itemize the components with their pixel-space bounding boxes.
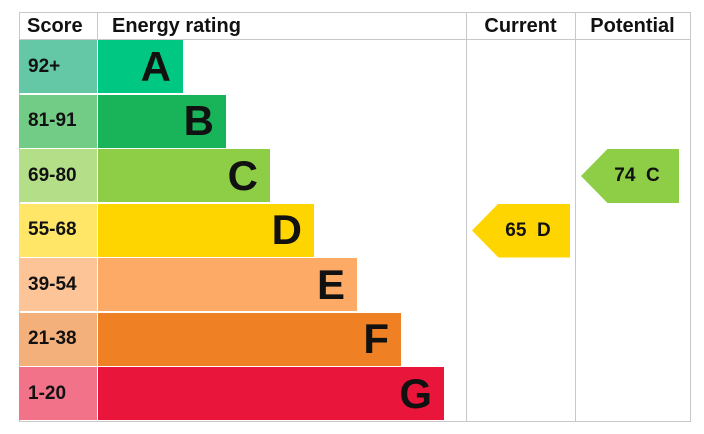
band-bar-e: E — [98, 258, 357, 311]
energy-rating-header: Energy rating — [112, 15, 241, 37]
score-range-d: 55-68 — [19, 203, 97, 257]
band-bar-b: B — [98, 94, 226, 148]
table-top-border — [19, 12, 690, 13]
band-bar-d: D — [98, 203, 314, 257]
score-range-g: 1-20 — [19, 367, 97, 420]
current-rating-arrow: 65 D — [472, 203, 570, 258]
column-divider — [97, 12, 98, 40]
band-bar-c: C — [98, 149, 270, 202]
score-header: Score — [27, 15, 83, 37]
header-divider — [19, 39, 690, 40]
band-bar-g: G — [98, 367, 444, 420]
potential-rating-arrow: 74 C — [581, 149, 679, 203]
column-divider — [690, 12, 691, 422]
score-range-e: 39-54 — [19, 258, 97, 311]
table-bottom-border — [19, 421, 690, 422]
score-range-b: 81-91 — [19, 94, 97, 148]
potential-header: Potential — [590, 15, 675, 37]
score-range-a: 92+ — [19, 40, 97, 93]
score-range-c: 69-80 — [19, 149, 97, 202]
band-bar-f: F — [98, 312, 401, 366]
current-header: Current — [484, 15, 557, 37]
potential-rating-label: 74 C — [614, 165, 660, 186]
band-bar-a: A — [98, 40, 183, 93]
column-divider — [575, 12, 576, 422]
current-rating-label: 65 D — [505, 219, 551, 241]
column-divider — [466, 12, 467, 422]
score-range-f: 21-38 — [19, 312, 97, 366]
